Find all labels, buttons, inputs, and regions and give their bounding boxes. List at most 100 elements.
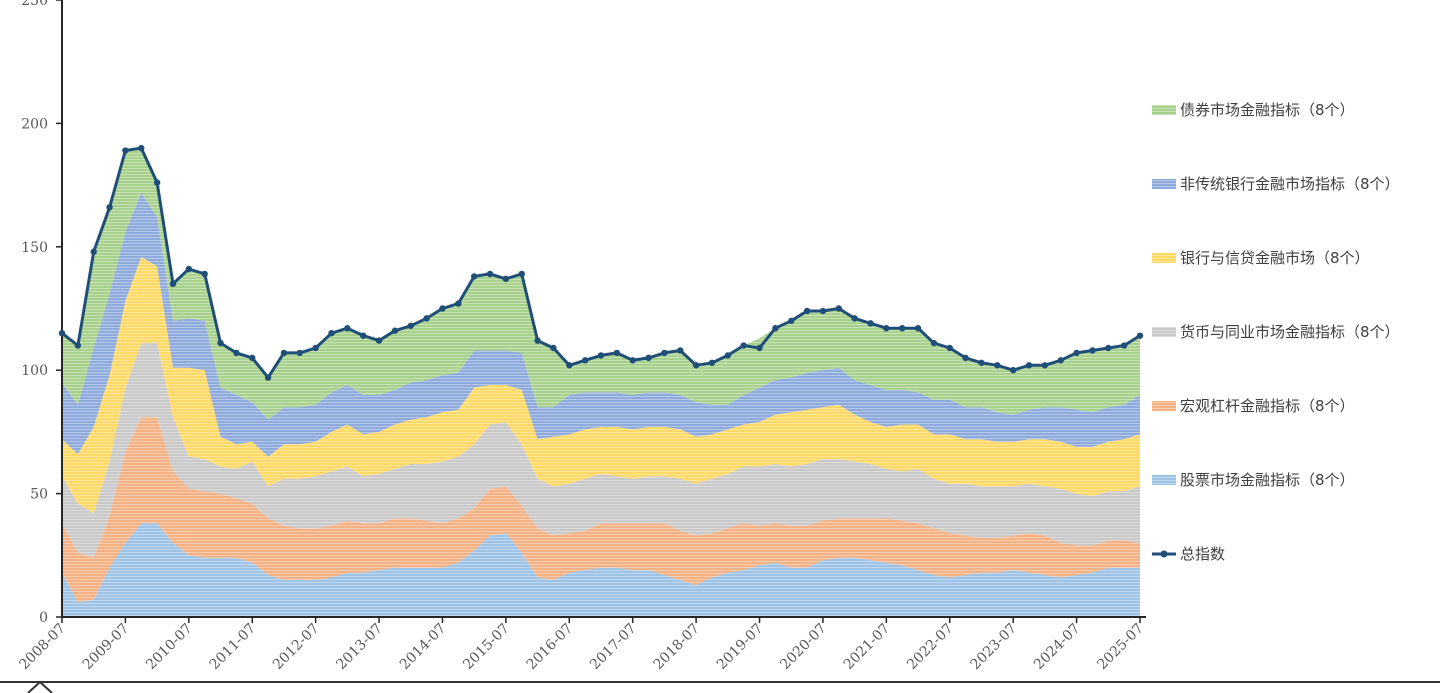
y-tick-label: 250 (21, 0, 48, 9)
total-index-point (391, 327, 399, 334)
total-index-point (122, 147, 129, 154)
total-index-point (74, 342, 82, 349)
x-tick-label: 2016-07 (524, 621, 576, 673)
total-index-point (90, 248, 97, 255)
total-index-point (597, 352, 605, 359)
total-index-point (280, 349, 288, 357)
area-stripes-3 (62, 343, 1140, 558)
x-tick-label: 2017-07 (587, 621, 639, 673)
total-index-point (138, 144, 145, 152)
legend-label: 非传统银行金融市场指标（8个） (1180, 175, 1400, 193)
total-index-point (914, 325, 922, 332)
total-index-point (312, 344, 319, 352)
total-index-point (1009, 367, 1017, 374)
total-index-point (407, 322, 414, 329)
total-index-point (566, 362, 573, 369)
x-tick-label: 2023-07 (968, 621, 1020, 673)
x-tick-label: 2015-07 (460, 621, 512, 673)
legend-swatch-stripes (1152, 327, 1176, 337)
area-stripes-1 (62, 523, 1140, 617)
total-index-point (439, 305, 446, 312)
total-index-point (249, 354, 256, 362)
x-tick-label: 2009-07 (80, 621, 132, 673)
total-index-point (185, 265, 193, 273)
total-index-point (1120, 342, 1128, 349)
total-index-point (661, 349, 668, 357)
total-index-point (677, 347, 684, 354)
total-index-point (201, 270, 208, 278)
x-tick-label: 2012-07 (270, 621, 322, 673)
legend-swatch-stripes (1152, 105, 1176, 115)
x-tick-label: 2008-07 (16, 621, 68, 673)
legend-line-marker (1160, 550, 1168, 558)
total-index-point (518, 270, 525, 278)
total-index-point (740, 342, 747, 349)
total-index-point (264, 374, 272, 381)
area-stripes-4 (62, 256, 1140, 514)
x-tick-label: 2024-07 (1031, 621, 1083, 673)
total-index-point (470, 273, 478, 280)
total-index-point (455, 300, 462, 307)
total-index-point (502, 275, 510, 283)
x-tick-label: 2020-07 (777, 621, 829, 673)
legend-swatch-stripes (1152, 475, 1176, 485)
total-index-point (629, 357, 636, 364)
stripe-overlay-group (62, 148, 1140, 617)
total-index-point (851, 315, 858, 322)
bottom-rule (0, 680, 1440, 693)
legend-label: 总指数 (1180, 545, 1225, 563)
legend-label: 宏观杠杆金融指标（8个） (1180, 397, 1355, 415)
legend-label: 股票市场金融指标（8个） (1180, 471, 1355, 489)
legend-label: 银行与信贷金融市场（8个） (1180, 249, 1370, 267)
total-index-point (978, 359, 985, 366)
total-index-point (106, 204, 113, 211)
y-tick-label: 0 (39, 610, 48, 626)
total-index-point (692, 362, 700, 369)
x-tick-label: 2019-07 (714, 621, 766, 673)
total-index-point (217, 339, 224, 347)
total-index-point (930, 339, 938, 347)
total-index-point (1057, 357, 1064, 364)
x-tick-label: 2014-07 (397, 621, 449, 673)
total-index-point (1041, 362, 1049, 369)
total-index-point (423, 315, 430, 322)
y-tick-label: 150 (21, 240, 48, 256)
total-index-point (867, 320, 874, 327)
area-stripes-5 (62, 192, 1140, 457)
total-index-point (550, 344, 557, 352)
total-index-point (375, 337, 383, 344)
total-index-point (819, 307, 827, 315)
x-tick-label: 2018-07 (650, 621, 702, 673)
total-index-point (899, 325, 906, 332)
total-index-point (486, 270, 494, 278)
legend-swatch-stripes (1152, 179, 1176, 189)
legend-swatch-stripes (1152, 401, 1176, 411)
total-index-point (1105, 344, 1112, 352)
total-index-point (994, 362, 1001, 369)
x-tick-label: 2011-07 (207, 621, 259, 673)
legend: 债券市场金融指标（8个） 非传统银行金融市场指标（8个） 银行与信贷金融市场（8个）… (1152, 101, 1400, 563)
total-index-point (233, 349, 240, 357)
total-index-point (169, 280, 177, 288)
total-index-point (708, 359, 716, 366)
legend-swatch-stripes (1152, 253, 1176, 263)
x-tick-label: 2013-07 (333, 621, 385, 673)
total-index-point (613, 349, 621, 357)
total-index-point (153, 179, 161, 186)
total-index-point (962, 354, 969, 362)
total-index-point (1089, 347, 1096, 354)
total-index-point (534, 337, 541, 344)
legend-label: 债券市场金融指标（8个） (1180, 101, 1355, 119)
total-index-line-group (58, 144, 1144, 381)
total-index-point (58, 329, 66, 337)
total-index-point (344, 325, 351, 332)
y-tick-label: 200 (21, 116, 48, 132)
total-index-point (645, 354, 652, 362)
total-index-point (1073, 349, 1080, 357)
total-index-point (1136, 332, 1144, 339)
total-index-point (946, 344, 953, 352)
y-tick-label: 50 (30, 487, 48, 503)
total-index-point (835, 305, 842, 312)
x-tick-label: 2022-07 (904, 621, 956, 673)
